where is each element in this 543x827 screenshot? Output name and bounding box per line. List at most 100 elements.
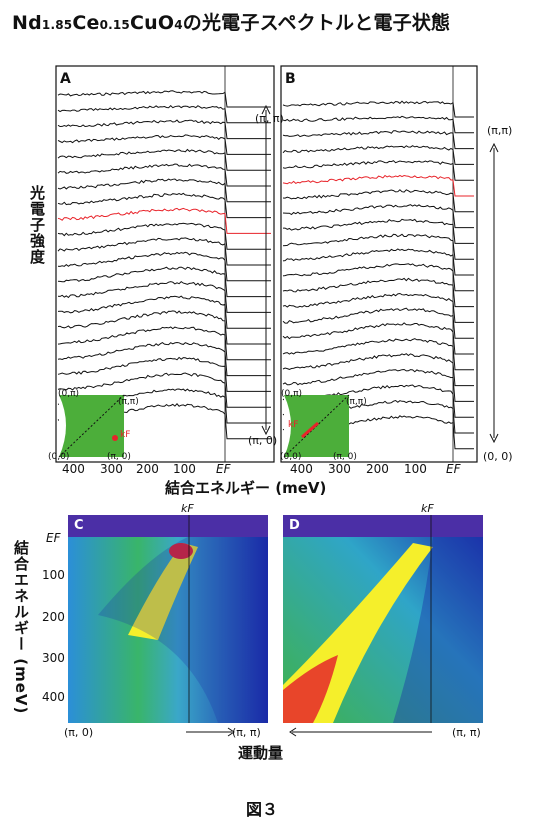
colormap-panel-d: D <box>283 515 483 723</box>
spectrum-curve <box>282 292 474 323</box>
panel-d-kf-label: kF <box>421 502 434 515</box>
colormap-panel-c: C <box>68 515 268 723</box>
spectrum-curve <box>282 353 474 387</box>
spectrum-curve <box>282 368 474 402</box>
panel-d-letter: D <box>289 518 300 533</box>
spectrum-curve <box>57 192 271 219</box>
panel-a-curves <box>57 90 271 440</box>
spectrum-curve <box>57 178 271 203</box>
figure-title: Nd1.85Ce0.15CuO4の光電子スペクトルと電子状態 <box>12 12 451 34</box>
spectrum-curve <box>57 356 271 392</box>
spectrum-curve <box>283 218 474 244</box>
panel-c-red-spot <box>169 543 193 559</box>
panel-b-inset-bl: (0,0) <box>280 452 302 462</box>
panel-a-inset-tr: (π,π) <box>118 397 139 407</box>
spectra-panel-b <box>280 65 478 463</box>
spectrum-curve <box>57 105 271 124</box>
spectrum-curve <box>57 119 271 140</box>
panel-a-frame <box>55 65 275 463</box>
spectrum-curve <box>282 100 474 118</box>
spectrum-curve <box>57 134 271 155</box>
x-tick-a-ef: EF <box>216 462 231 476</box>
panel-c-yellow-band <box>128 543 198 640</box>
spectrum-curve <box>57 148 271 171</box>
spectrum-curve <box>282 248 474 276</box>
spectrum-curve <box>282 189 474 213</box>
panel-b-kf-marker <box>301 421 319 439</box>
x-tick-b-100: 100 <box>404 462 427 476</box>
spectrum-curve <box>282 174 474 197</box>
y-tick-100: 100 <box>42 568 65 582</box>
momentum-label: 運動量 <box>238 744 284 762</box>
spectrum-curve <box>282 277 474 308</box>
x-tick-a-400: 400 <box>62 462 85 476</box>
panel-d-right-label: (π, π) <box>452 726 481 739</box>
panel-a-kf-marker <box>112 435 118 441</box>
panel-c-letter: C <box>74 518 84 533</box>
panel-d-top-band <box>283 515 483 537</box>
x-tick-b-200: 200 <box>366 462 389 476</box>
panel-b-inset-br: (π, 0) <box>333 452 357 462</box>
spectrum-curve <box>282 322 474 355</box>
spectrum-curve <box>57 310 271 345</box>
panel-a-kf-label: kF <box>120 430 131 440</box>
panel-a-inset-diagonal <box>58 394 125 458</box>
y-tick-300: 300 <box>42 651 65 665</box>
spectrum-curve <box>57 90 271 108</box>
binding-energy-ylabel: 結合エネルギー (meV) <box>12 540 30 715</box>
panel-a-pipi-label: (π, π) <box>255 112 284 125</box>
x-tick-a-200: 200 <box>136 462 159 476</box>
spectrum-curve <box>282 233 474 260</box>
panel-c-kf-label: kF <box>181 502 194 515</box>
panel-c-left-label: (π, 0) <box>64 726 94 739</box>
spectrum-curve <box>282 145 474 165</box>
panel-b-inset-tr: (π,π) <box>346 397 367 407</box>
panel-b-inset <box>283 394 350 458</box>
spectrum-curve <box>57 295 271 329</box>
spectrum-curve <box>282 263 474 292</box>
x-tick-b-ef: EF <box>446 462 461 476</box>
panel-a-zero-label: (π, 0) <box>248 434 278 447</box>
spectrum-curve <box>282 204 474 229</box>
panel-b-pipi-label: (π,π) <box>487 124 513 137</box>
panel-a-inset-tl: (0,π) <box>58 389 80 399</box>
spectrum-curve <box>57 280 271 313</box>
panel-b-frame <box>280 65 478 463</box>
photoelectron-intensity-label: 光電子強度 <box>28 185 46 265</box>
spectrum-curve <box>57 237 271 266</box>
spectrum-curve <box>57 251 271 282</box>
panel-c-top-band <box>68 515 268 537</box>
x-tick-a-300: 300 <box>100 462 123 476</box>
spectrum-curve <box>57 222 271 250</box>
panel-b-kf-label: kF <box>288 420 299 430</box>
panel-a-arrow <box>261 104 271 436</box>
spectrum-curve <box>282 160 474 181</box>
spectrum-curve <box>57 266 271 298</box>
panel-a-inset <box>58 394 125 458</box>
figure-caption: 図３ <box>246 800 279 819</box>
spectrum-curve <box>57 326 271 361</box>
panel-b-curves <box>282 100 474 450</box>
spectrum-curve <box>57 341 271 377</box>
panel-a-letter: A <box>60 71 71 87</box>
y-tick-200: 200 <box>42 610 65 624</box>
spectrum-curve <box>282 338 474 371</box>
panel-a-inset-bl: (0,0) <box>48 452 70 462</box>
panel-b-arrow <box>489 142 499 444</box>
spectra-panel-a <box>55 65 275 463</box>
spectrum-curve <box>57 207 271 234</box>
x-tick-a-100: 100 <box>173 462 196 476</box>
panel-b-letter: B <box>285 71 296 87</box>
panel-d-red-region <box>283 655 338 723</box>
x-tick-b-300: 300 <box>328 462 351 476</box>
momentum-arrows <box>186 727 432 737</box>
spectrum-curve <box>282 130 474 150</box>
panel-b-inset-tl: (0,π) <box>281 389 303 399</box>
x-tick-b-400: 400 <box>290 462 313 476</box>
spectrum-curve <box>57 163 271 187</box>
spectrum-curve <box>57 372 271 408</box>
spectrum-curve <box>282 307 474 339</box>
panel-c-right-label: (π, π) <box>232 726 261 739</box>
binding-energy-xlabel: 結合エネルギー (meV) <box>165 479 327 497</box>
y-tick-400: 400 <box>42 690 65 704</box>
